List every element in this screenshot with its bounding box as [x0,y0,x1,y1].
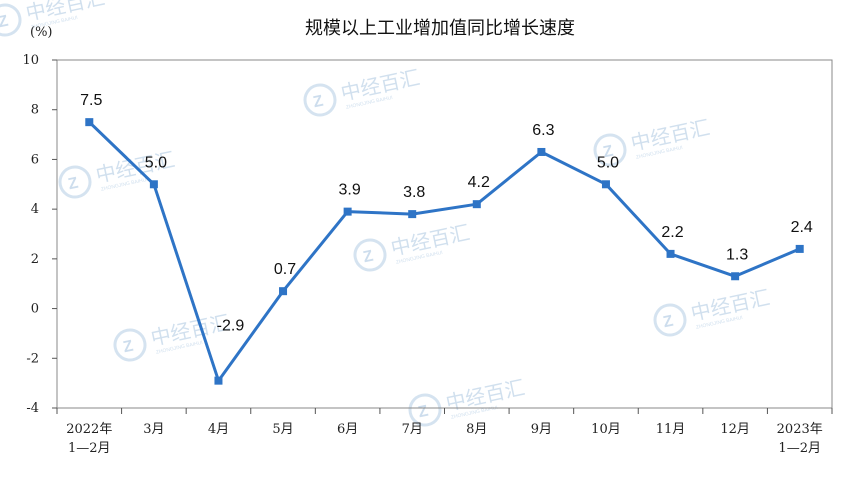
data-point-marker [279,287,288,296]
data-point-marker [601,180,610,189]
data-label: 4.2 [468,174,490,191]
watermark-logo-letter: Z [602,143,615,162]
x-tick-label: 7月 [402,422,423,437]
data-point-marker [85,118,94,127]
chart-title: 规模以上工业增加值同比增长速度 [305,18,575,39]
data-point-marker [343,207,352,216]
y-tick-label: 4 [31,202,39,217]
watermark-logo-icon [113,328,147,362]
x-tick-label: 3月 [143,422,164,437]
data-label: 5.0 [597,154,619,171]
data-point-marker [537,147,546,156]
y-tick-label: 8 [31,103,39,118]
watermark-logo-icon [593,133,627,167]
data-point-marker [731,272,740,281]
y-unit-label: (%) [30,25,53,40]
x-tick-label: 8月 [466,422,487,437]
y-axis-ticks: 10 8 6 4 2 0 -2 -4 [22,53,57,416]
watermark-logo-icon [653,303,687,337]
y-tick-label: 6 [31,152,39,167]
x-tick-label: 6月 [337,422,358,437]
y-tick-label: 2 [31,252,39,267]
data-point-marker [795,244,804,253]
x-tick-label: 2023年 1—2月 [777,422,823,456]
watermark-logo-letter: Z [67,175,80,194]
data-label: 2.2 [661,224,683,241]
data-label: 3.8 [403,184,425,201]
data-label: 5.0 [145,154,167,171]
series-line [88,121,801,383]
x-tick-label: 10月 [591,422,621,437]
watermark-logo-icon [0,3,22,37]
data-point-marker [408,210,417,219]
watermark-logo-letter: Z [312,93,325,112]
x-axis-ticks: 2022年 1—2月 3月 4月 5月 6月 7月 8月 9月 10月 11月 12月 2023年 1—2… [56,408,833,456]
x-tick-label: 5月 [272,422,293,437]
y-tick-label: 0 [31,302,39,317]
watermark-logo-letter: Z [662,313,675,332]
data-label: -2.9 [217,318,245,335]
data-labels: 7.5 5.0 -2.9 0.7 3.9 3.8 4.2 6.3 5.0 2.2 1.3 2.4 [80,92,813,335]
watermark-logo-letter: Z [0,13,10,32]
data-label: 2.4 [791,219,813,236]
watermark-logo-letter: Z [417,403,430,422]
data-label: 1.3 [726,246,748,263]
data-point-marker [214,376,223,385]
data-label: 0.7 [274,261,296,278]
x-tick-label: 4月 [208,422,229,437]
series-layer [85,118,804,385]
x-tick-label: 12月 [720,422,750,437]
data-point-marker [666,249,675,258]
watermark-logo-letter: Z [362,248,375,267]
data-point-marker [149,180,158,189]
y-tick-label: 10 [22,53,39,68]
data-label: 7.5 [80,92,102,109]
y-tick-label: -4 [26,401,39,416]
watermark-logo-icon [353,238,387,272]
data-label: 3.9 [339,182,361,199]
x-tick-label: 11月 [656,422,686,437]
watermark-logo-icon [408,393,442,427]
data-label: 6.3 [532,122,554,139]
data-point-marker [472,200,481,209]
x-tick-label: 9月 [531,422,552,437]
watermark-logo-letter: Z [122,338,135,357]
y-tick-label: -2 [26,351,39,366]
x-tick-label: 2022年 1—2月 [66,422,112,456]
watermark-logo-icon [58,165,92,199]
watermark-logo-icon [303,83,337,117]
